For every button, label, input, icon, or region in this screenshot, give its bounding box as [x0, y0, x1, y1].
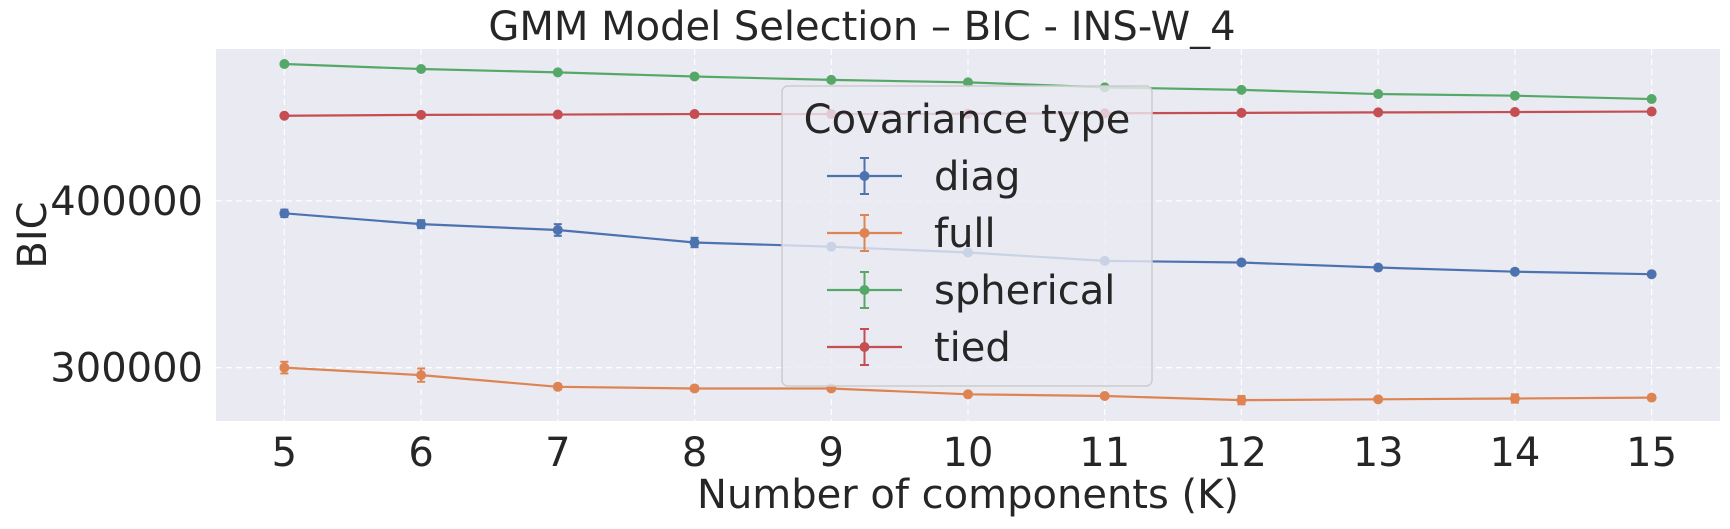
series-full: [279, 360, 1657, 406]
legend-label: tied: [934, 325, 1011, 371]
data-point: [1509, 266, 1520, 277]
series-spherical: [279, 59, 1657, 105]
x-tick-label: 11: [1079, 430, 1130, 476]
data-point: [1646, 94, 1657, 105]
data-point: [1646, 269, 1657, 280]
data-point: [416, 109, 427, 120]
data-point: [1373, 107, 1384, 118]
x-tick-label: 10: [943, 430, 994, 476]
data-point: [1236, 257, 1247, 268]
data-point: [552, 224, 563, 235]
data-point: [1509, 90, 1520, 101]
data-point: [1509, 107, 1520, 118]
legend-item-diag: diag: [827, 154, 1020, 200]
data-point: [689, 237, 700, 248]
data-point: [416, 64, 427, 75]
data-point: [279, 362, 290, 373]
data-point: [689, 71, 700, 82]
data-point: [1236, 107, 1247, 118]
data-point: [1646, 392, 1657, 403]
data-point: [826, 74, 837, 85]
legend-item-tied: tied: [827, 325, 1011, 371]
x-axis-ticks: 5 6 7 8 9 10 11 12 13 14 15: [272, 430, 1677, 476]
legend-title: Covariance type: [804, 97, 1131, 143]
data-point: [1099, 390, 1110, 401]
data-point: [689, 109, 700, 120]
legend-marker: [859, 285, 870, 295]
x-tick-label: 9: [819, 430, 844, 476]
x-tick-label: 5: [272, 430, 297, 476]
legend-marker: [859, 228, 870, 238]
data-point: [552, 381, 563, 392]
data-point: [416, 370, 427, 381]
x-tick-label: 7: [545, 430, 570, 476]
y-tick-label: 300000: [50, 346, 203, 392]
x-tick-label: 12: [1216, 430, 1267, 476]
data-point: [689, 383, 700, 394]
y-axis-ticks: 300000 400000: [50, 179, 203, 392]
data-point: [963, 389, 973, 400]
legend: Covariance type diag full spherical tied: [781, 85, 1153, 387]
legend-label: diag: [934, 154, 1020, 200]
chart-title: GMM Model Selection – BIC - INS-W_4: [488, 4, 1235, 50]
data-point: [963, 77, 973, 88]
data-point: [1236, 84, 1247, 95]
legend-items: diag full spherical tied: [827, 154, 1115, 371]
data-point: [279, 110, 290, 121]
legend-box: [781, 85, 1153, 387]
data-point: [1646, 106, 1657, 117]
x-axis-label: Number of components (K): [697, 472, 1239, 518]
y-tick-label: 400000: [50, 179, 203, 225]
x-tick-label: 15: [1626, 430, 1677, 476]
legend-item-spherical: spherical: [827, 268, 1115, 314]
data-point: [1509, 393, 1520, 404]
x-tick-label: 6: [408, 430, 433, 476]
legend-label: spherical: [934, 268, 1115, 314]
y-axis-label: BIC: [10, 201, 56, 268]
data-point: [1373, 394, 1384, 405]
data-point: [1236, 395, 1247, 406]
legend-marker: [859, 171, 870, 181]
legend-item-full: full: [827, 211, 996, 257]
x-tick-label: 13: [1353, 430, 1404, 476]
data-point: [552, 67, 563, 78]
legend-label: full: [934, 211, 996, 257]
data-point: [1373, 89, 1384, 100]
data-point: [416, 219, 427, 230]
data-point: [279, 59, 290, 70]
legend-marker: [859, 342, 870, 352]
data-point: [279, 208, 290, 219]
x-tick-label: 14: [1489, 430, 1540, 476]
data-point: [552, 109, 563, 120]
data-point: [1373, 262, 1384, 273]
x-tick-label: 8: [682, 430, 707, 476]
